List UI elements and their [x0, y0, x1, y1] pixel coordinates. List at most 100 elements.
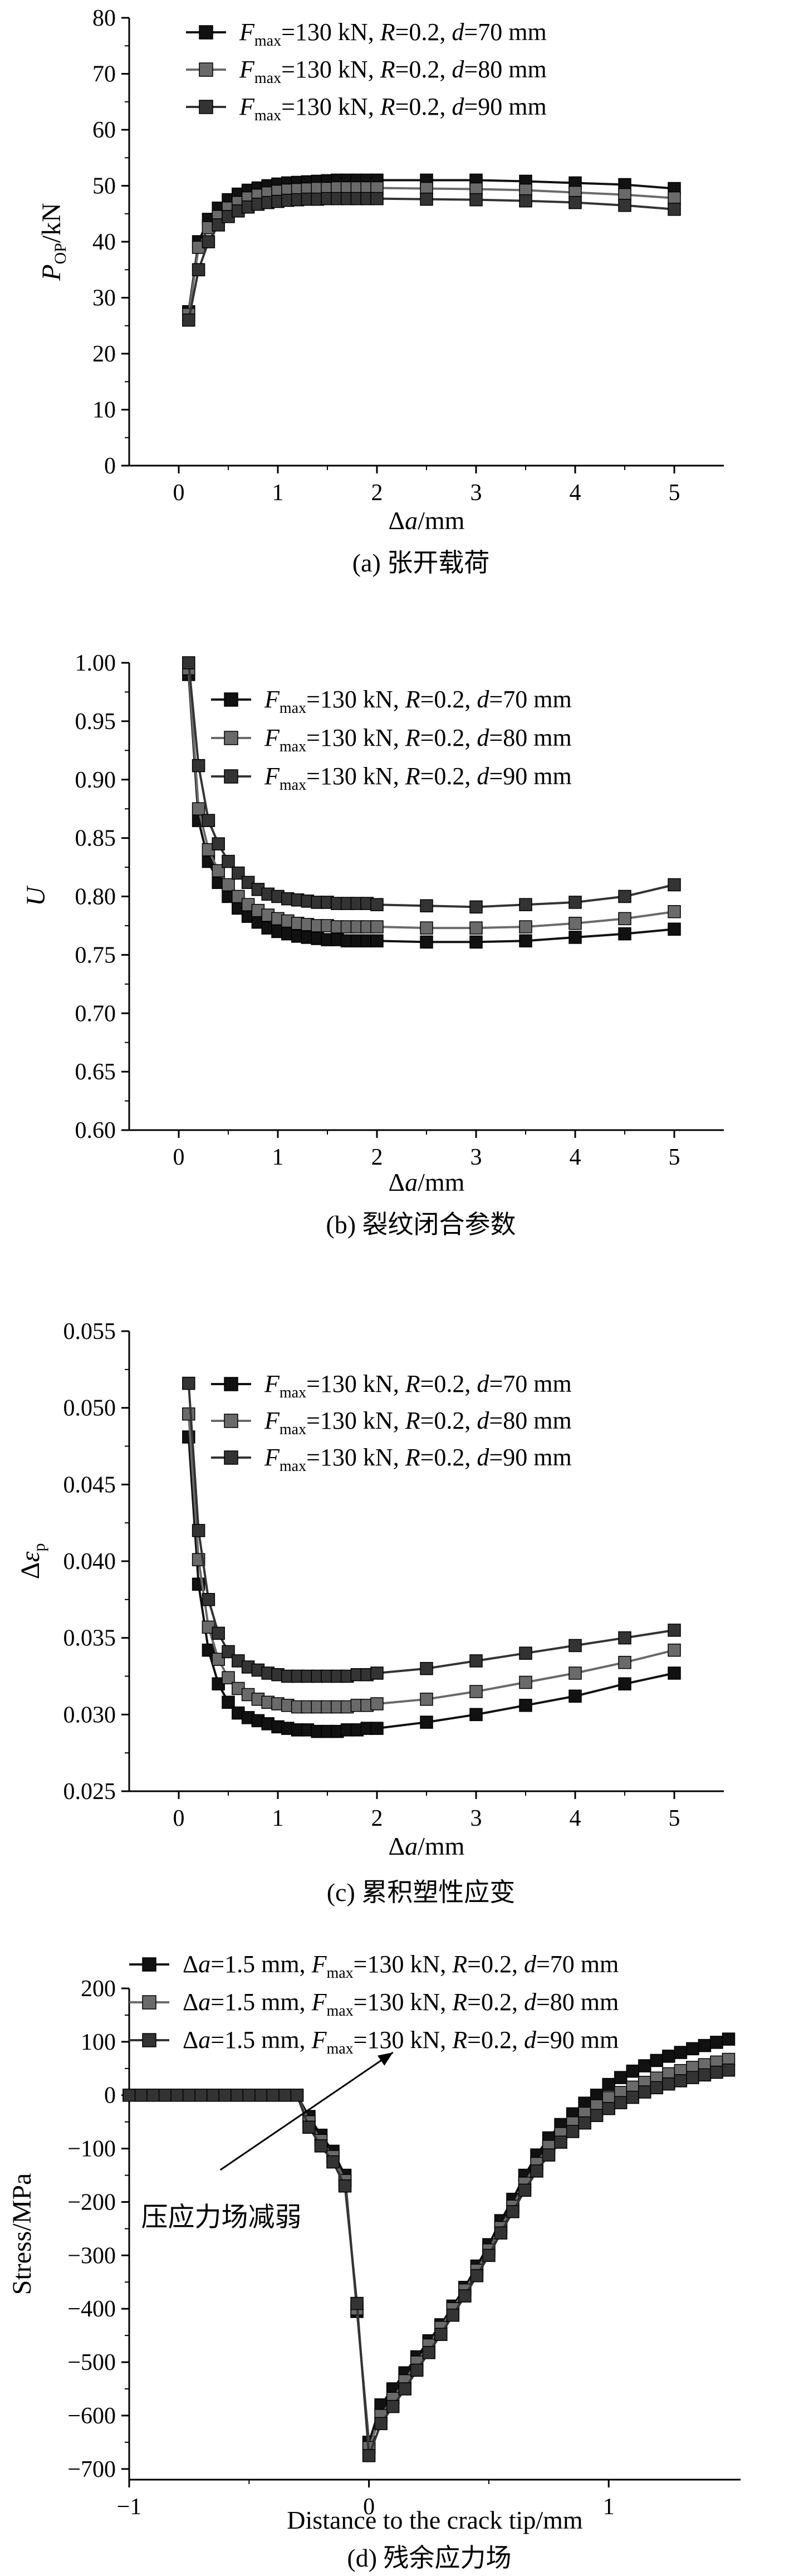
legend-d-value: =90 mm [489, 1444, 571, 1471]
x-tick-label: 5 [669, 1145, 680, 1170]
data-point [710, 2065, 723, 2079]
data-point [519, 920, 532, 933]
legend-marker [199, 25, 213, 40]
y-tick-label: 0.60 [75, 1118, 116, 1143]
data-point [519, 1699, 532, 1712]
annotation-text: 压应力场减弱 [141, 2203, 302, 2232]
y-label-u: U [21, 885, 51, 906]
legend-f-sub: max [254, 107, 281, 124]
legend-r-value: =0.2, [467, 1951, 524, 1978]
x-tick-label: 2 [371, 1145, 383, 1170]
y-axis-label: POP/kN [37, 203, 70, 281]
legend-da-value: =1.5 mm, [210, 1988, 311, 2016]
x-tick-label: 3 [471, 1806, 482, 1831]
y-tick-label: 0.040 [63, 1549, 116, 1575]
data-point [192, 759, 205, 773]
y-tick-label: 0.80 [75, 884, 116, 910]
legend-d-value: =90 mm [489, 762, 571, 790]
data-point [566, 2125, 580, 2138]
x-tick-label: 0 [173, 1145, 185, 1170]
y-tick-label: 40 [92, 229, 116, 255]
data-point [420, 1661, 433, 1675]
x-tick-label: 4 [570, 480, 581, 506]
x-tick-label: 1 [272, 1806, 284, 1831]
y-tick-label: 30 [92, 286, 116, 311]
data-point [370, 934, 384, 947]
chart-b: 0 1 2 3 4 5 0.60 0.65 0.70 0.75 0.80 0.85 0.90 0.95 1.… [21, 651, 724, 1239]
series-d80 [122, 2052, 736, 2455]
legend-marker [224, 769, 238, 784]
data-point [530, 2164, 543, 2178]
data-point [469, 921, 483, 935]
x-label-unit: /mm [418, 506, 465, 535]
x-tick-label: 3 [471, 480, 482, 506]
legend-f-sub: max [254, 32, 281, 50]
legend-d: d [477, 686, 489, 713]
data-point [232, 889, 245, 903]
legend-r: R [405, 1444, 420, 1471]
chart-caption: (b) 裂纹闭合参数 [326, 1210, 516, 1239]
series-d80 [182, 662, 681, 935]
data-point [446, 2308, 460, 2322]
data-point [398, 2382, 411, 2396]
legend: Δa=1.5 mm, Fmax=130 kN, R=0.2, d=70 mmΔa… [129, 1951, 619, 2057]
legend-entry: Fmax=130 kN, R=0.2, d=90 mm [264, 1444, 572, 1475]
y-tick-label: 100 [81, 2030, 116, 2055]
data-point [266, 2088, 280, 2102]
data-point [122, 2088, 136, 2102]
legend-r: R [452, 1951, 467, 1978]
x-tick-label: 4 [570, 1145, 581, 1170]
series-d90 [122, 2063, 736, 2462]
x-tick-label: 1 [272, 1145, 284, 1170]
data-point [202, 814, 215, 827]
y-tick-label: −600 [67, 2403, 116, 2429]
legend-entry: Fmax=130 kN, R=0.2, d=80 mm [264, 724, 572, 755]
legend-r-value: =0.2, [420, 1444, 477, 1471]
legend-f-value: =130 kN, [354, 2026, 453, 2054]
legend-f: F [311, 1988, 327, 2016]
chart-caption: (a) 张开载荷 [352, 549, 490, 577]
y-tick-label: 0.65 [75, 1059, 116, 1085]
data-point [668, 878, 681, 892]
data-point [420, 192, 433, 206]
data-point [326, 2155, 340, 2169]
y-tick-label: 0.85 [75, 826, 116, 852]
data-point [674, 2046, 688, 2059]
legend-d: d [477, 1444, 489, 1471]
data-point [722, 2032, 736, 2046]
data-point [370, 1666, 384, 1680]
legend-da-value: =1.5 mm, [210, 2026, 311, 2054]
legend-f-sub: max [326, 2040, 353, 2057]
x-tick-label: 2 [371, 1806, 383, 1831]
data-point [290, 2088, 304, 2102]
x-label-a: a [405, 1832, 418, 1860]
data-point [618, 912, 631, 926]
y-tick-label: 80 [92, 6, 116, 31]
legend-d-value: =70 mm [489, 686, 571, 713]
legend-r-value: =0.2, [395, 93, 452, 120]
annotation-arrow-head [377, 2052, 393, 2066]
data-point [182, 656, 195, 669]
legend-r: R [452, 2026, 467, 2054]
legend-d: d [452, 18, 464, 46]
legend-f-value: =130 kN, [306, 1370, 405, 1397]
legend-entry: Fmax=130 kN, R=0.2, d=70 mm [264, 686, 572, 717]
legend-d: d [524, 1951, 537, 1978]
legend-d: d [477, 1370, 489, 1397]
legend-f-sub: max [280, 1421, 306, 1438]
data-point [618, 1677, 631, 1691]
data-point [618, 1655, 631, 1669]
data-point [662, 2077, 675, 2091]
legend-r-value: =0.2, [420, 686, 477, 713]
data-point [370, 1697, 384, 1710]
legend-f-sub: max [280, 1458, 306, 1475]
data-point [626, 2090, 639, 2104]
data-point [602, 2078, 615, 2091]
legend-entry: Δa=1.5 mm, Fmax=130 kN, R=0.2, d=90 mm [183, 2026, 619, 2057]
legend-a: a [198, 2026, 210, 2054]
x-label-unit: /mm [418, 1832, 465, 1860]
data-point [569, 1689, 582, 1703]
y-label-delta: Δ [16, 1562, 45, 1580]
x-tick-label: 5 [669, 1806, 680, 1831]
